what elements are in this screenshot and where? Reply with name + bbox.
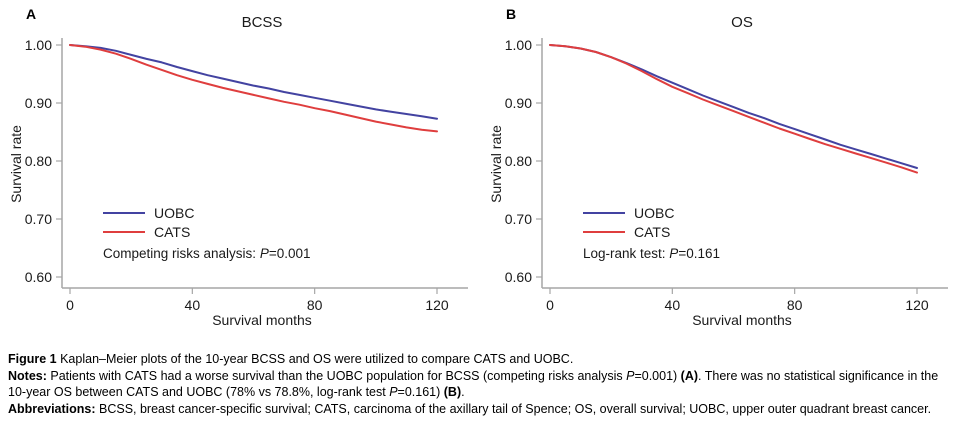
caption-abbreviations: Abbreviations: BCSS, breast cancer-speci… (8, 401, 932, 416)
svg-text:0.90: 0.90 (25, 95, 52, 111)
svg-text:0: 0 (66, 297, 74, 313)
legend-label-uobc: UOBC (154, 204, 195, 221)
survival-plot-os: 1.00 0.90 0.80 0.70 0.60 0 40 80 120 (505, 37, 948, 313)
cats-line-swatch (583, 230, 625, 233)
plot-title-bcss: BCSS (241, 14, 283, 31)
panel-os: 1.00 0.90 0.80 0.70 0.60 0 40 80 120 B OS Surviv… (480, 0, 955, 348)
svg-text:0: 0 (546, 297, 554, 313)
svg-text:0.60: 0.60 (505, 269, 532, 285)
legend-label-cats: CATS (154, 223, 191, 240)
stat-p-value: =0.161 (678, 246, 720, 261)
stat-annotation-os: Log-rank test: P=0.161 (583, 246, 720, 261)
plot-title-os: OS (731, 14, 753, 31)
stat-p-value: =0.001 (268, 246, 311, 261)
uobc-line-swatch (583, 211, 625, 214)
svg-text:0.80: 0.80 (505, 153, 532, 169)
legend-label-cats: CATS (634, 223, 671, 240)
stat-prefix: Competing risks analysis: (103, 246, 260, 261)
panel-bcss: 1.00 0.90 0.80 0.70 0.60 0 40 80 120 A BCSS Surv… (0, 0, 475, 348)
svg-text:120: 120 (425, 297, 449, 313)
svg-text:0.60: 0.60 (25, 269, 52, 285)
svg-text:80: 80 (307, 297, 323, 313)
stat-p-symbol: P (259, 246, 269, 261)
legend-item-uobc: UOBC (103, 203, 194, 222)
legend-item-cats: CATS (583, 222, 674, 241)
survival-plot-bcss: 1.00 0.90 0.80 0.70 0.60 0 40 80 120 (25, 37, 468, 313)
cats-line-swatch (103, 230, 145, 233)
stat-prefix: Log-rank test: (583, 246, 670, 261)
figure-caption: Figure 1 Kaplan–Meier plots of the 10-ye… (8, 351, 954, 417)
legend: UOBC CATS (103, 203, 194, 241)
y-axis-label: Survival rate (8, 125, 24, 203)
stat-p-symbol: P (669, 246, 679, 261)
svg-text:0.90: 0.90 (505, 95, 532, 111)
svg-text:40: 40 (665, 297, 681, 313)
stat-annotation-bcss: Competing risks analysis: P=0.001 (103, 246, 311, 261)
legend-label-uobc: UOBC (634, 204, 675, 221)
legend-item-uobc: UOBC (583, 203, 674, 222)
svg-text:0.70: 0.70 (25, 211, 52, 227)
x-axis-label: Survival months (692, 312, 792, 328)
panel-label-a: A (26, 6, 37, 22)
svg-text:0.80: 0.80 (25, 153, 52, 169)
svg-text:1.00: 1.00 (25, 37, 52, 53)
caption-title-line: Figure 1 Kaplan–Meier plots of the 10-ye… (8, 352, 574, 366)
panel-label-b: B (506, 6, 517, 22)
svg-text:0.70: 0.70 (505, 211, 532, 227)
svg-text:1.00: 1.00 (505, 37, 532, 53)
y-axis-label: Survival rate (488, 125, 504, 203)
legend: UOBC CATS (583, 203, 674, 241)
svg-text:40: 40 (185, 297, 201, 313)
svg-text:80: 80 (787, 297, 803, 313)
caption-notes: Notes: Patients with CATS had a worse su… (8, 368, 939, 400)
uobc-line-swatch (103, 211, 145, 214)
svg-text:120: 120 (905, 297, 929, 313)
x-axis-label: Survival months (212, 312, 312, 328)
legend-item-cats: CATS (103, 222, 194, 241)
